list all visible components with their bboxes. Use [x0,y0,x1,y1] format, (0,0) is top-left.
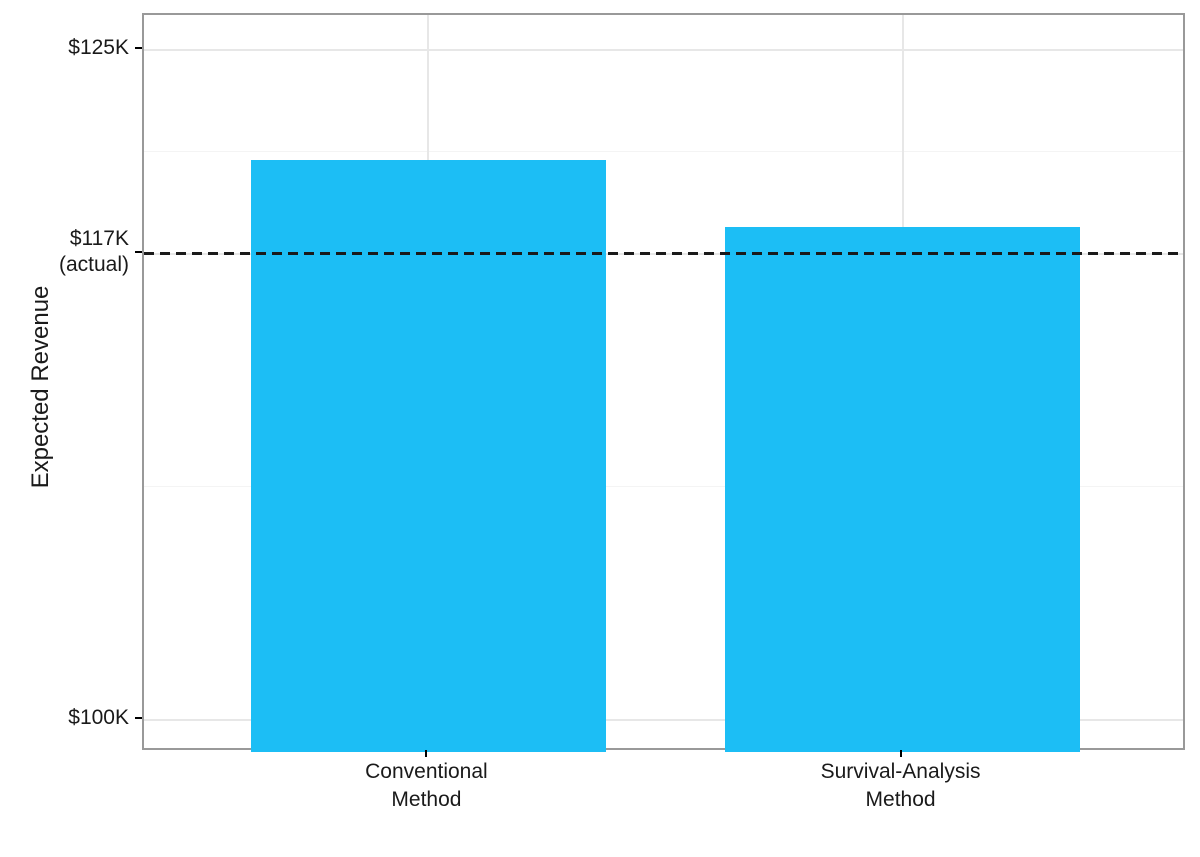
y-tick-mark [135,716,142,719]
major-gridline [144,48,1183,51]
bar-conventional-method [250,159,606,752]
minor-gridline [144,486,1183,488]
y-tick-mark [135,46,142,49]
minor-gridline [144,151,1183,153]
bar-survival-analysis-method [725,226,1081,752]
x-tick-label-conventional-method: Conventional Method [365,760,488,811]
plot-panel [142,13,1185,752]
y-tick-label: $125K [68,35,129,59]
y-tick-mark [135,250,142,253]
major-gridline [144,718,1183,721]
x-tick-label-survival-analysis-method: Survival-Analysis Method [820,760,981,811]
y-axis-title: Expected Revenue [27,285,54,489]
y-tick-label: $100K [68,705,129,729]
actual-revenue-reference-line [144,252,1183,256]
y-tick-label: $117K (actual) [58,226,129,276]
